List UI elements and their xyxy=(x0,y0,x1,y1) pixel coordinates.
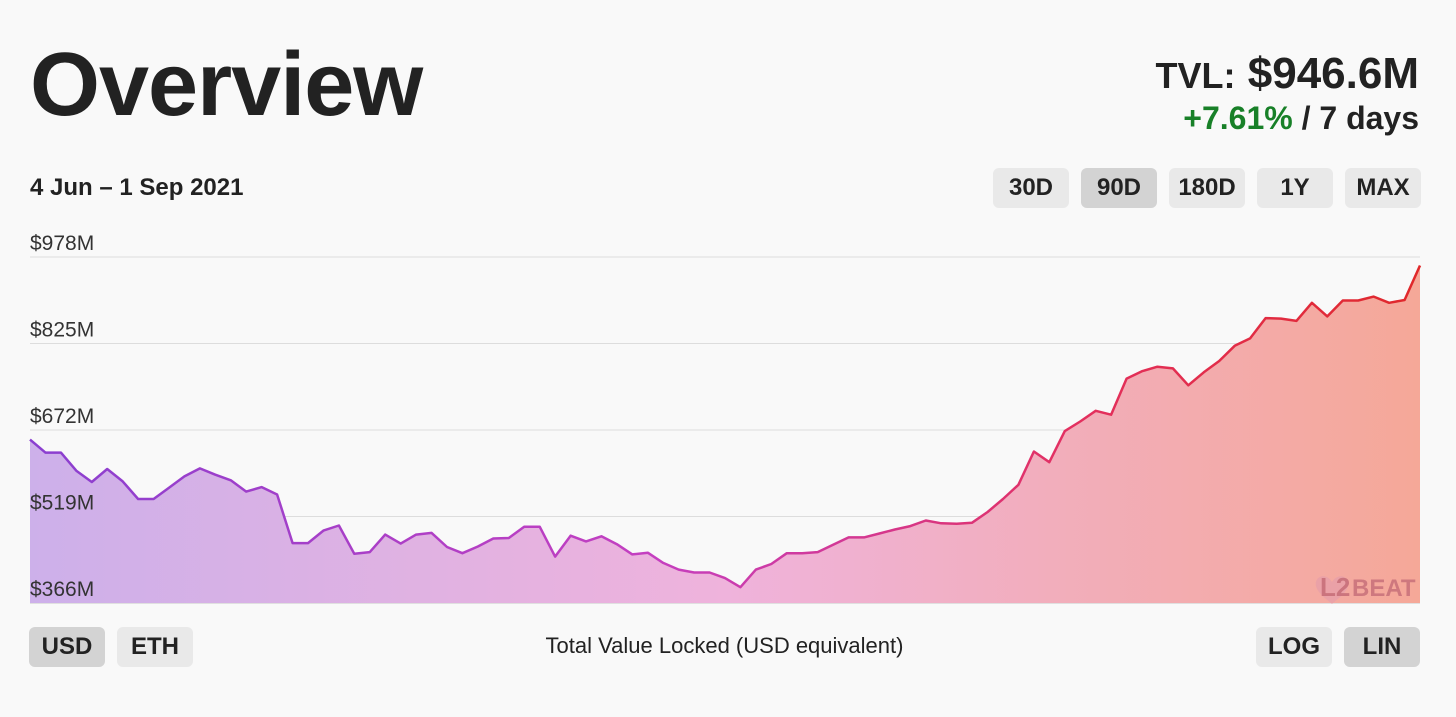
y-tick-label: $672M xyxy=(30,405,94,428)
tvl-total: TVL: $946.6M xyxy=(1156,52,1419,96)
tvl-change-percent: +7.61% xyxy=(1183,100,1293,136)
range-button-180d[interactable]: 180D xyxy=(1169,168,1245,208)
date-range: 4 Jun – 1 Sep 2021 xyxy=(30,174,244,201)
watermark-logo: L2 BEAT xyxy=(1315,572,1416,604)
tvl-change-period: / 7 days xyxy=(1301,100,1419,136)
y-tick-label: $825M xyxy=(30,319,94,342)
svg-text:BEAT: BEAT xyxy=(1352,575,1416,602)
svg-text:L2: L2 xyxy=(1320,572,1350,602)
range-button-30d[interactable]: 30D xyxy=(993,168,1069,208)
tvl-chart: $978M $825M $672M $519M $366M L2 BEAT xyxy=(29,232,1422,604)
tvl-value: $946.6M xyxy=(1247,49,1419,98)
currency-button-eth[interactable]: ETH xyxy=(117,627,193,667)
range-button-1y[interactable]: 1Y xyxy=(1257,168,1333,208)
tvl-area xyxy=(30,265,1420,603)
range-button-max[interactable]: MAX xyxy=(1345,168,1421,208)
scale-button-lin[interactable]: LIN xyxy=(1344,627,1420,667)
chart-caption: Total Value Locked (USD equivalent) xyxy=(545,633,904,658)
y-tick-label: $519M xyxy=(30,492,94,515)
currency-button-usd[interactable]: USD xyxy=(29,627,105,667)
scale-button-log[interactable]: LOG xyxy=(1256,627,1332,667)
tvl-change: +7.61% / 7 days xyxy=(1156,102,1419,134)
tvl-label: TVL: xyxy=(1155,55,1236,96)
tvl-line xyxy=(29,264,1422,589)
y-tick-label: $366M xyxy=(30,578,94,601)
y-tick-label: $978M xyxy=(30,232,94,255)
tvl-summary: TVL: $946.6M +7.61% / 7 days xyxy=(1156,52,1419,135)
page-title: Overview xyxy=(30,35,423,135)
range-button-90d[interactable]: 90D xyxy=(1081,168,1157,208)
